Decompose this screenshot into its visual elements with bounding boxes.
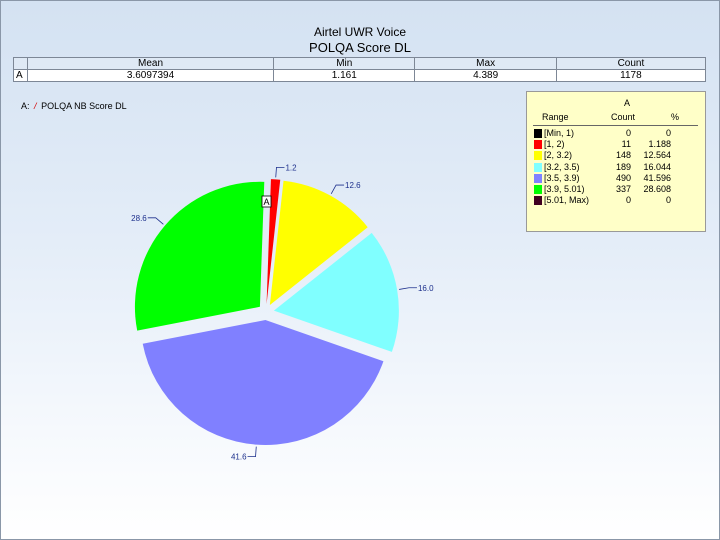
- stats-max-value: 4.389: [414, 69, 557, 82]
- slice-data-label: 28.6: [131, 214, 147, 223]
- series-label-prefix: A:: [21, 101, 30, 111]
- legend-range: [3.9, 5.01): [544, 184, 585, 194]
- slice-leader-line: [275, 166, 285, 178]
- slice-data-label: 41.6: [231, 453, 247, 462]
- stats-count-value: 1178: [555, 69, 707, 82]
- legend-percent: 0: [665, 195, 671, 206]
- legend-row: [5.01, Max) 0 0: [527, 195, 705, 206]
- legend-row: [1, 2) 11 1.188: [527, 139, 705, 150]
- chart-title: Airtel UWR Voice: [313, 25, 407, 39]
- slice-data-label: 12.6: [345, 181, 361, 190]
- slice-data-label: 1.2: [285, 163, 297, 172]
- legend-row: [3.9, 5.01) 337 28.608: [527, 184, 705, 195]
- slice-leader-line: [399, 287, 417, 290]
- legend-swatch: [534, 162, 542, 172]
- series-label: A: / POLQA NB Score DL: [21, 101, 127, 111]
- legend-percent: 1.188: [648, 139, 671, 150]
- legend-range: [Min, 1): [544, 128, 575, 138]
- statistics-data-row: A 3.6097394 1.161 4.389 1178: [13, 69, 707, 82]
- statistics-table: Mean Min Max Count A 3.6097394 1.161 4.3…: [13, 57, 707, 82]
- legend-count: 0: [625, 195, 631, 206]
- pie-slice: [134, 181, 265, 331]
- legend-count: 189: [615, 161, 631, 172]
- legend-swatch: [534, 151, 542, 161]
- legend-percent-header: %: [670, 112, 679, 122]
- series-label-name: POLQA NB Score DL: [41, 101, 127, 111]
- legend-row: [3.2, 3.5) 189 16.044: [527, 162, 705, 173]
- legend-count: 490: [615, 172, 631, 183]
- legend-series-header: A: [623, 98, 630, 108]
- legend-range: [3.5, 3.9): [544, 172, 580, 183]
- statistics-header-row: Mean Min Max Count: [13, 57, 707, 70]
- legend-count-header: Count: [610, 112, 635, 122]
- legend-range: [1, 2): [544, 139, 565, 150]
- chart-subtitle: POLQA Score DL: [309, 40, 411, 55]
- pie-slice: [269, 180, 368, 305]
- slice-annotation-box: [261, 195, 272, 208]
- stats-mean-value: 3.6097394: [26, 69, 275, 82]
- legend-range: [5.01, Max): [544, 195, 590, 206]
- legend-range-header: Range: [542, 112, 569, 122]
- pie-slice: [142, 319, 384, 445]
- legend-percent: 41.596: [643, 172, 671, 183]
- slice-leader-line: [247, 446, 257, 458]
- legend-row: [2, 3.2) 148 12.564: [527, 150, 705, 161]
- legend-percent: 28.608: [643, 184, 671, 194]
- legend-swatch: [534, 173, 542, 183]
- legend-swatch: [534, 129, 542, 138]
- stats-header-min: Min: [273, 57, 416, 70]
- slice-annotation-label: A: [263, 197, 269, 207]
- legend-percent: 16.044: [643, 161, 671, 172]
- legend-swatch: [534, 196, 542, 206]
- slice-leader-line: [330, 184, 345, 194]
- legend-count: 11: [621, 139, 631, 150]
- pie-slice: [273, 232, 399, 352]
- legend-percent: 0: [665, 128, 671, 138]
- legend-range: [3.2, 3.5): [544, 161, 580, 172]
- legend-count: 148: [615, 150, 631, 161]
- legend-count: 0: [625, 128, 631, 138]
- stats-row-label: A: [13, 69, 28, 82]
- legend-range: [2, 3.2): [544, 150, 573, 161]
- legend-box: A Range Count % [Min, 1) 0 0 [1, 2) 11 1.188[…: [526, 91, 706, 232]
- legend-count: 337: [615, 184, 631, 194]
- legend-swatch: [534, 140, 542, 150]
- legend-percent: 12.564: [643, 150, 671, 161]
- slice-data-label: 16.0: [418, 284, 434, 293]
- legend-divider: [533, 125, 698, 126]
- series-marker-icon: /: [34, 101, 37, 111]
- legend-row: [Min, 1) 0 0: [527, 128, 705, 139]
- stats-header-count: Count: [555, 57, 707, 70]
- pie-slice: [266, 179, 281, 305]
- stats-min-value: 1.161: [273, 69, 416, 82]
- slice-leader-line: [147, 217, 164, 225]
- legend-swatch: [534, 185, 542, 194]
- legend-row: [3.5, 3.9) 490 41.596: [527, 173, 705, 184]
